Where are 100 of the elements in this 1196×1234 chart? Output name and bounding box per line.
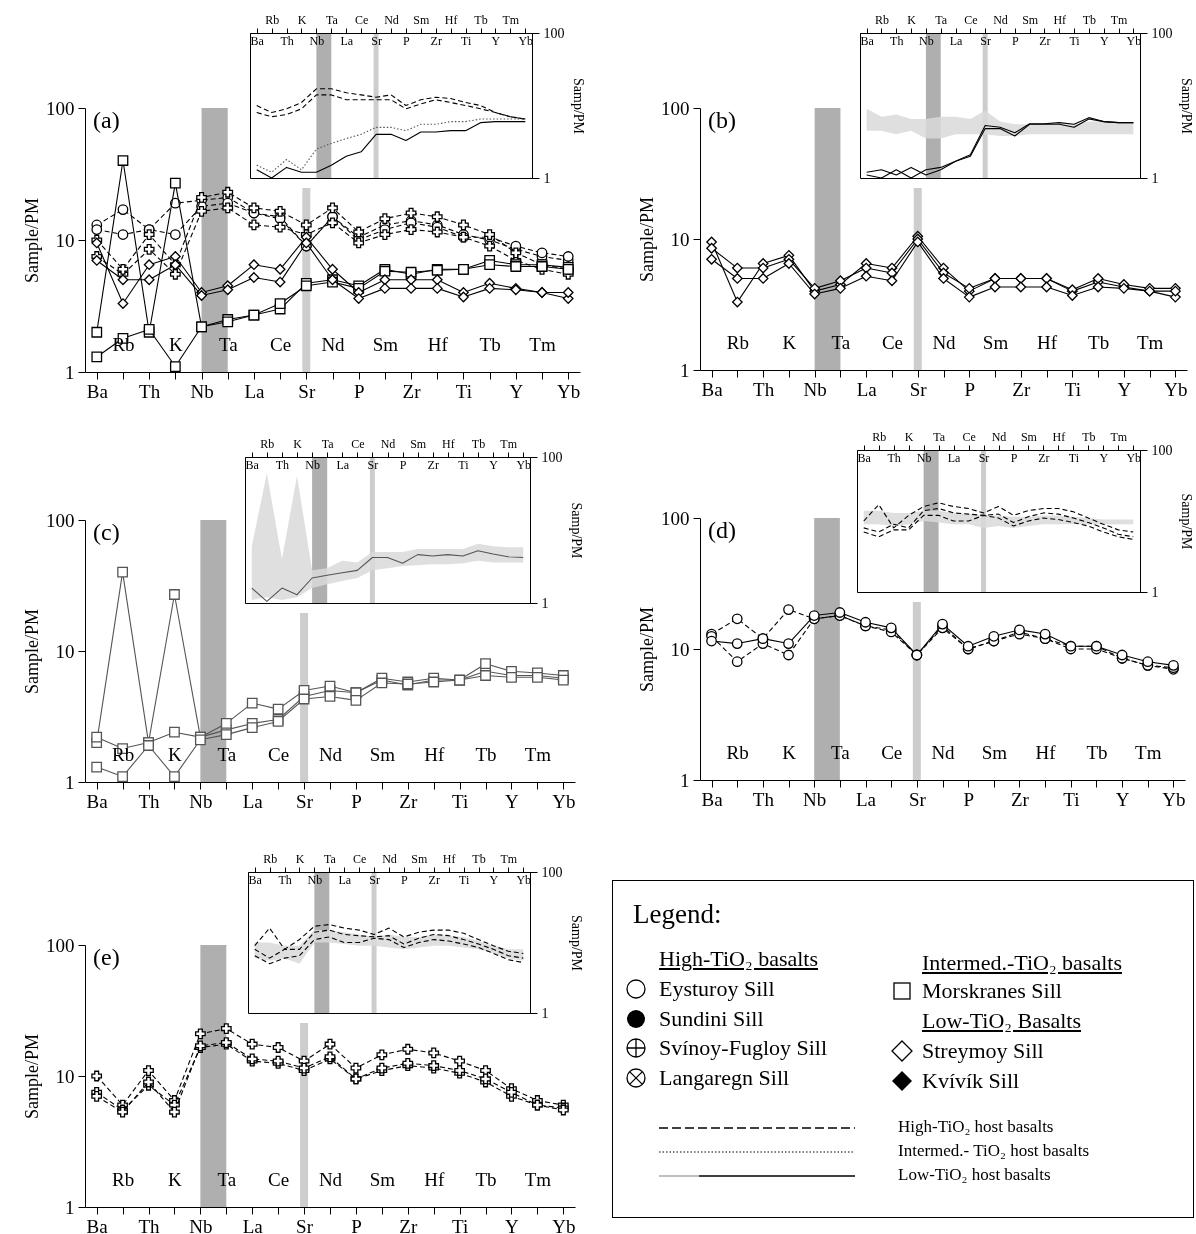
y-tick-label: 1 (65, 771, 75, 793)
x-tick-label: Nb (309, 33, 325, 48)
x-tick-label: Th (890, 33, 904, 48)
y-tick-label: 100 (543, 25, 565, 41)
x-tick-label: Nd (380, 436, 396, 451)
x-tick-label: Zr (402, 380, 422, 402)
x-tick-label: Nb (916, 450, 932, 465)
x-tick-label: Tm (500, 851, 518, 866)
x-tick-label: Hf (444, 12, 458, 27)
x-tick-label: Ti (1064, 378, 1081, 400)
x-tick-label: Nd (993, 12, 1008, 27)
y-tick-label: 1 (65, 361, 75, 383)
x-tick-label: P (1010, 450, 1018, 465)
x-tick-label: La (856, 378, 878, 400)
chart-title: (c) (93, 519, 120, 545)
x-tick-label: Tm (524, 1168, 552, 1190)
x-tick-label: Ti (1063, 788, 1080, 810)
x-tick-label: Tm (529, 333, 556, 355)
x-tick-label: Hf (442, 851, 456, 866)
y-axis-title: Sample/PM (22, 1033, 42, 1120)
x-tick-label: Rb (112, 743, 135, 765)
y-tick-label: 1 (65, 1196, 75, 1218)
x-tick-label: Nb (189, 790, 213, 812)
text: High-TiO₂ basalts (659, 946, 819, 971)
y-tick-label: 100 (541, 449, 563, 465)
x-tick-label: Ti (1069, 33, 1081, 48)
y-axis-title: Sample/PM (22, 197, 42, 284)
x-tick-label: Hf (1052, 429, 1066, 444)
x-tick-label: Ba (248, 872, 263, 887)
y-tick-label: 10 (55, 229, 75, 251)
x-tick-label: P (403, 33, 411, 48)
x-tick-label: Sr (367, 457, 379, 472)
x-tick-label: Nb (189, 1215, 213, 1234)
x-tick-label: Ta (218, 333, 239, 355)
x-tick-label: K (782, 741, 797, 763)
x-tick-label: Nb (803, 378, 827, 400)
x-tick-label: La (338, 872, 352, 887)
x-tick-label: P (353, 380, 365, 402)
text: Kvívík Sill (922, 1068, 1020, 1093)
x-tick-label: Hf (424, 743, 445, 765)
x-tick-label: Nb (919, 33, 934, 48)
x-tick-label: Ti (1068, 450, 1080, 465)
x-tick-label: P (351, 1215, 362, 1234)
x-tick-label: Nb (305, 457, 320, 472)
x-tick-label: Tb (472, 851, 486, 866)
text: High-TiO₂ host basalts (898, 1117, 1054, 1137)
x-tick-label: La (242, 790, 264, 812)
x-tick-label: Yb (1126, 450, 1142, 465)
x-tick-label: Ba (701, 378, 724, 400)
x-tick-label: Rb (872, 429, 887, 444)
x-tick-label: Rb (874, 12, 889, 27)
x-tick-label: Rb (112, 1168, 135, 1190)
x-tick-label: Nb (803, 788, 827, 810)
x-tick-label: K (168, 743, 183, 765)
x-tick-label: Sr (909, 378, 928, 400)
x-tick-label: Tm (1110, 429, 1128, 444)
y-axis-title: Samp/PM (1178, 77, 1194, 135)
x-tick-label: Nd (321, 333, 346, 355)
x-tick-label: Ba (86, 380, 109, 402)
x-tick-label: Sm (1022, 12, 1039, 27)
x-tick-label: Hf (427, 333, 449, 355)
y-tick-label: 1 (541, 595, 549, 611)
x-tick-label: P (964, 378, 976, 400)
x-tick-label: Zr (1038, 450, 1050, 465)
text: Svínoy-Fugloy Sill (659, 1035, 828, 1060)
x-tick-label: Zr (399, 1215, 418, 1234)
y-tick-label: 1 (680, 359, 690, 381)
text: Legend: (633, 899, 722, 929)
text: Streymoy Sill (922, 1038, 1044, 1063)
y-tick-label: 100 (46, 97, 75, 119)
chart-title: (b) (708, 107, 736, 133)
x-tick-label: Y (491, 33, 501, 48)
text: Eysturoy Sill (659, 976, 775, 1001)
x-tick-label: La (947, 450, 962, 465)
x-tick-label: Ce (352, 851, 367, 866)
x-tick-label: Th (138, 1215, 161, 1234)
x-tick-label: Ba (857, 450, 872, 465)
x-tick-label: Ta (325, 12, 339, 27)
x-tick-label: Zr (399, 790, 418, 812)
x-tick-label: Sm (982, 331, 1009, 353)
y-tick-label: 100 (46, 509, 75, 531)
x-tick-label: Ta (935, 12, 948, 27)
x-tick-label: Sr (298, 380, 316, 402)
text: Intermed.-TiO₂ basalts (922, 950, 1122, 975)
x-tick-label: Sm (369, 743, 396, 765)
text: Morskranes Sill (922, 978, 1062, 1003)
y-axis-title: Samp/PM (1178, 493, 1194, 551)
x-tick-label: Ti (452, 790, 469, 812)
x-tick-label: Rb (260, 436, 275, 451)
y-tick-label: 1 (1151, 170, 1159, 186)
x-tick-label: Ce (964, 12, 978, 27)
text: Low-TiO₂ Basalts (922, 1008, 1082, 1033)
x-tick-label: Ta (323, 851, 337, 866)
x-tick-label: Sr (369, 872, 380, 887)
x-tick-label: Sr (978, 450, 990, 465)
text: Sundini Sill (659, 1006, 764, 1031)
x-tick-label: Sr (296, 1215, 314, 1234)
x-tick-label: Tb (471, 436, 486, 451)
text: Langaregn Sill (659, 1065, 790, 1090)
x-tick-label: Sm (369, 1168, 396, 1190)
